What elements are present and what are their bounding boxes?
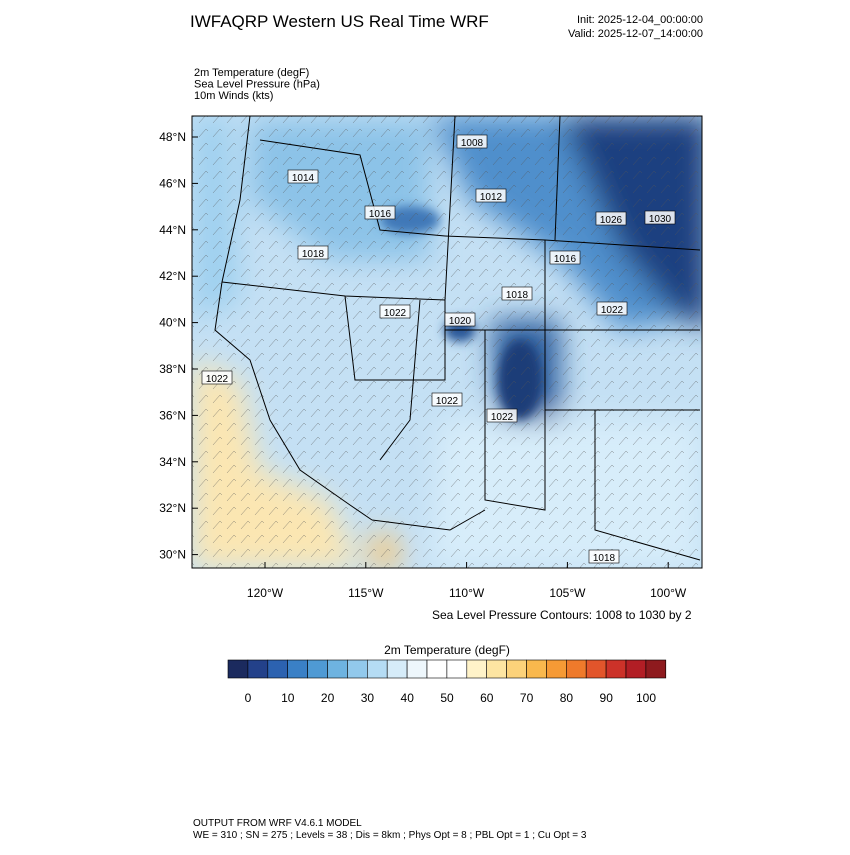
field-label: Sea Level Pressure (hPa) — [194, 79, 320, 91]
lat-label: 46°N — [159, 176, 186, 190]
colorbar-box — [645, 659, 667, 679]
contour-label-box — [364, 205, 396, 220]
colorbar-box — [386, 659, 408, 679]
lat-label: 30°N — [159, 548, 186, 562]
lat-label: 42°N — [159, 269, 186, 283]
colorbar-tick-label: 40 — [401, 691, 415, 705]
contour-label: 1022 — [491, 412, 514, 423]
contour-label-box — [595, 211, 627, 226]
colorbar-box — [227, 659, 249, 679]
colorbar-box — [287, 659, 308, 679]
contour-label-box — [201, 370, 233, 385]
colorbar-box — [605, 659, 627, 679]
contour-label: 1022 — [206, 374, 229, 385]
colorbar-box — [426, 659, 448, 679]
contour-label: 1012 — [480, 192, 503, 203]
contour-label-box — [486, 408, 518, 423]
lon-label: 105°W — [549, 586, 586, 600]
lon-label: 110°W — [449, 586, 485, 600]
colorbar-box — [307, 659, 328, 679]
colorbar-tick-label: 90 — [600, 691, 614, 705]
contour-label-box — [287, 169, 319, 184]
colorbar-box — [585, 659, 607, 679]
field-label: 2m Temperature (degF) — [194, 67, 309, 79]
colorbar-box — [406, 659, 428, 679]
colorbar-tick-label: 80 — [560, 691, 574, 705]
map-frame — [191, 115, 703, 569]
footer: WE = 310 ; SN = 275 ; Levels = 38 ; Dis … — [193, 830, 587, 841]
contour-label-box — [596, 301, 628, 316]
colorbar-box — [247, 659, 269, 679]
colorbar-tick-label: 0 — [245, 691, 252, 705]
colorbar-box — [446, 659, 468, 679]
contour-label: 1018 — [506, 290, 529, 301]
lat-label: 48°N — [159, 130, 186, 144]
footer: OUTPUT FROM WRF V4.6.1 MODEL — [193, 818, 362, 829]
contour-label: 1014 — [292, 173, 315, 184]
contour-label-box — [475, 188, 507, 203]
init-time: Init: 2025-12-04_00:00:00 — [577, 14, 703, 26]
field-label: 10m Winds (kts) — [194, 90, 273, 102]
colorbar-tick-label: 10 — [281, 691, 295, 705]
colorbar-box — [366, 659, 388, 679]
contour-label: 1026 — [600, 215, 623, 226]
colorbar-box — [347, 659, 368, 679]
colorbar-box — [546, 659, 567, 679]
colorbar-box — [565, 659, 587, 679]
contour-label: 1022 — [436, 396, 459, 407]
contour-label: 1022 — [601, 305, 624, 316]
contour-label-box — [379, 304, 411, 319]
colorbar-box — [327, 659, 348, 679]
contour-label: 1022 — [384, 308, 407, 319]
contour-label: 1018 — [593, 553, 616, 564]
colorbar-box — [486, 659, 507, 679]
lat-label: 34°N — [159, 455, 186, 469]
contour-label-box — [549, 250, 581, 265]
contour-label: 1018 — [302, 249, 325, 260]
lat-label: 38°N — [159, 362, 186, 376]
colorbar-tick-label: 20 — [321, 691, 335, 705]
lat-label: 32°N — [159, 501, 186, 515]
contour-label-box — [431, 392, 463, 407]
contour-label: 1030 — [649, 214, 672, 225]
colorbar-box — [466, 659, 487, 679]
contour-label-box — [297, 245, 329, 260]
contour-label-box — [644, 210, 676, 225]
colorbar-box — [526, 659, 547, 679]
colorbar-box — [267, 659, 288, 679]
lon-label: 100°W — [650, 586, 687, 600]
colorbar-title: 2m Temperature (degF) — [384, 643, 510, 657]
map-field — [192, 116, 702, 568]
colorbar-tick-label: 30 — [361, 691, 375, 705]
contour-label-box — [501, 286, 533, 301]
lat-label: 36°N — [159, 408, 186, 422]
lat-label: 44°N — [159, 223, 186, 237]
title: IWFAQRP Western US Real Time WRF — [190, 12, 489, 31]
colorbar-tick-label: 70 — [520, 691, 534, 705]
contour-label-box — [588, 549, 620, 564]
colorbar-tick-label: 50 — [440, 691, 454, 705]
lon-label: 115°W — [348, 586, 384, 600]
contour-label-box — [456, 134, 488, 149]
colorbar-tick-label: 100 — [636, 691, 656, 705]
contour-label: 1008 — [461, 138, 484, 149]
contour-label: 1016 — [554, 254, 577, 265]
contour-label-box — [444, 312, 476, 327]
colorbar-box — [506, 659, 527, 679]
lon-label: 120°W — [247, 586, 284, 600]
contour-label: 1016 — [369, 209, 392, 220]
contour-note: Sea Level Pressure Contours: 1008 to 103… — [432, 608, 692, 622]
lat-label: 40°N — [159, 316, 186, 330]
contour-label: 1020 — [449, 316, 472, 327]
colorbar-box — [625, 659, 647, 679]
colorbar-tick-label: 60 — [480, 691, 494, 705]
valid-time: Valid: 2025-12-07_14:00:00 — [568, 28, 703, 40]
